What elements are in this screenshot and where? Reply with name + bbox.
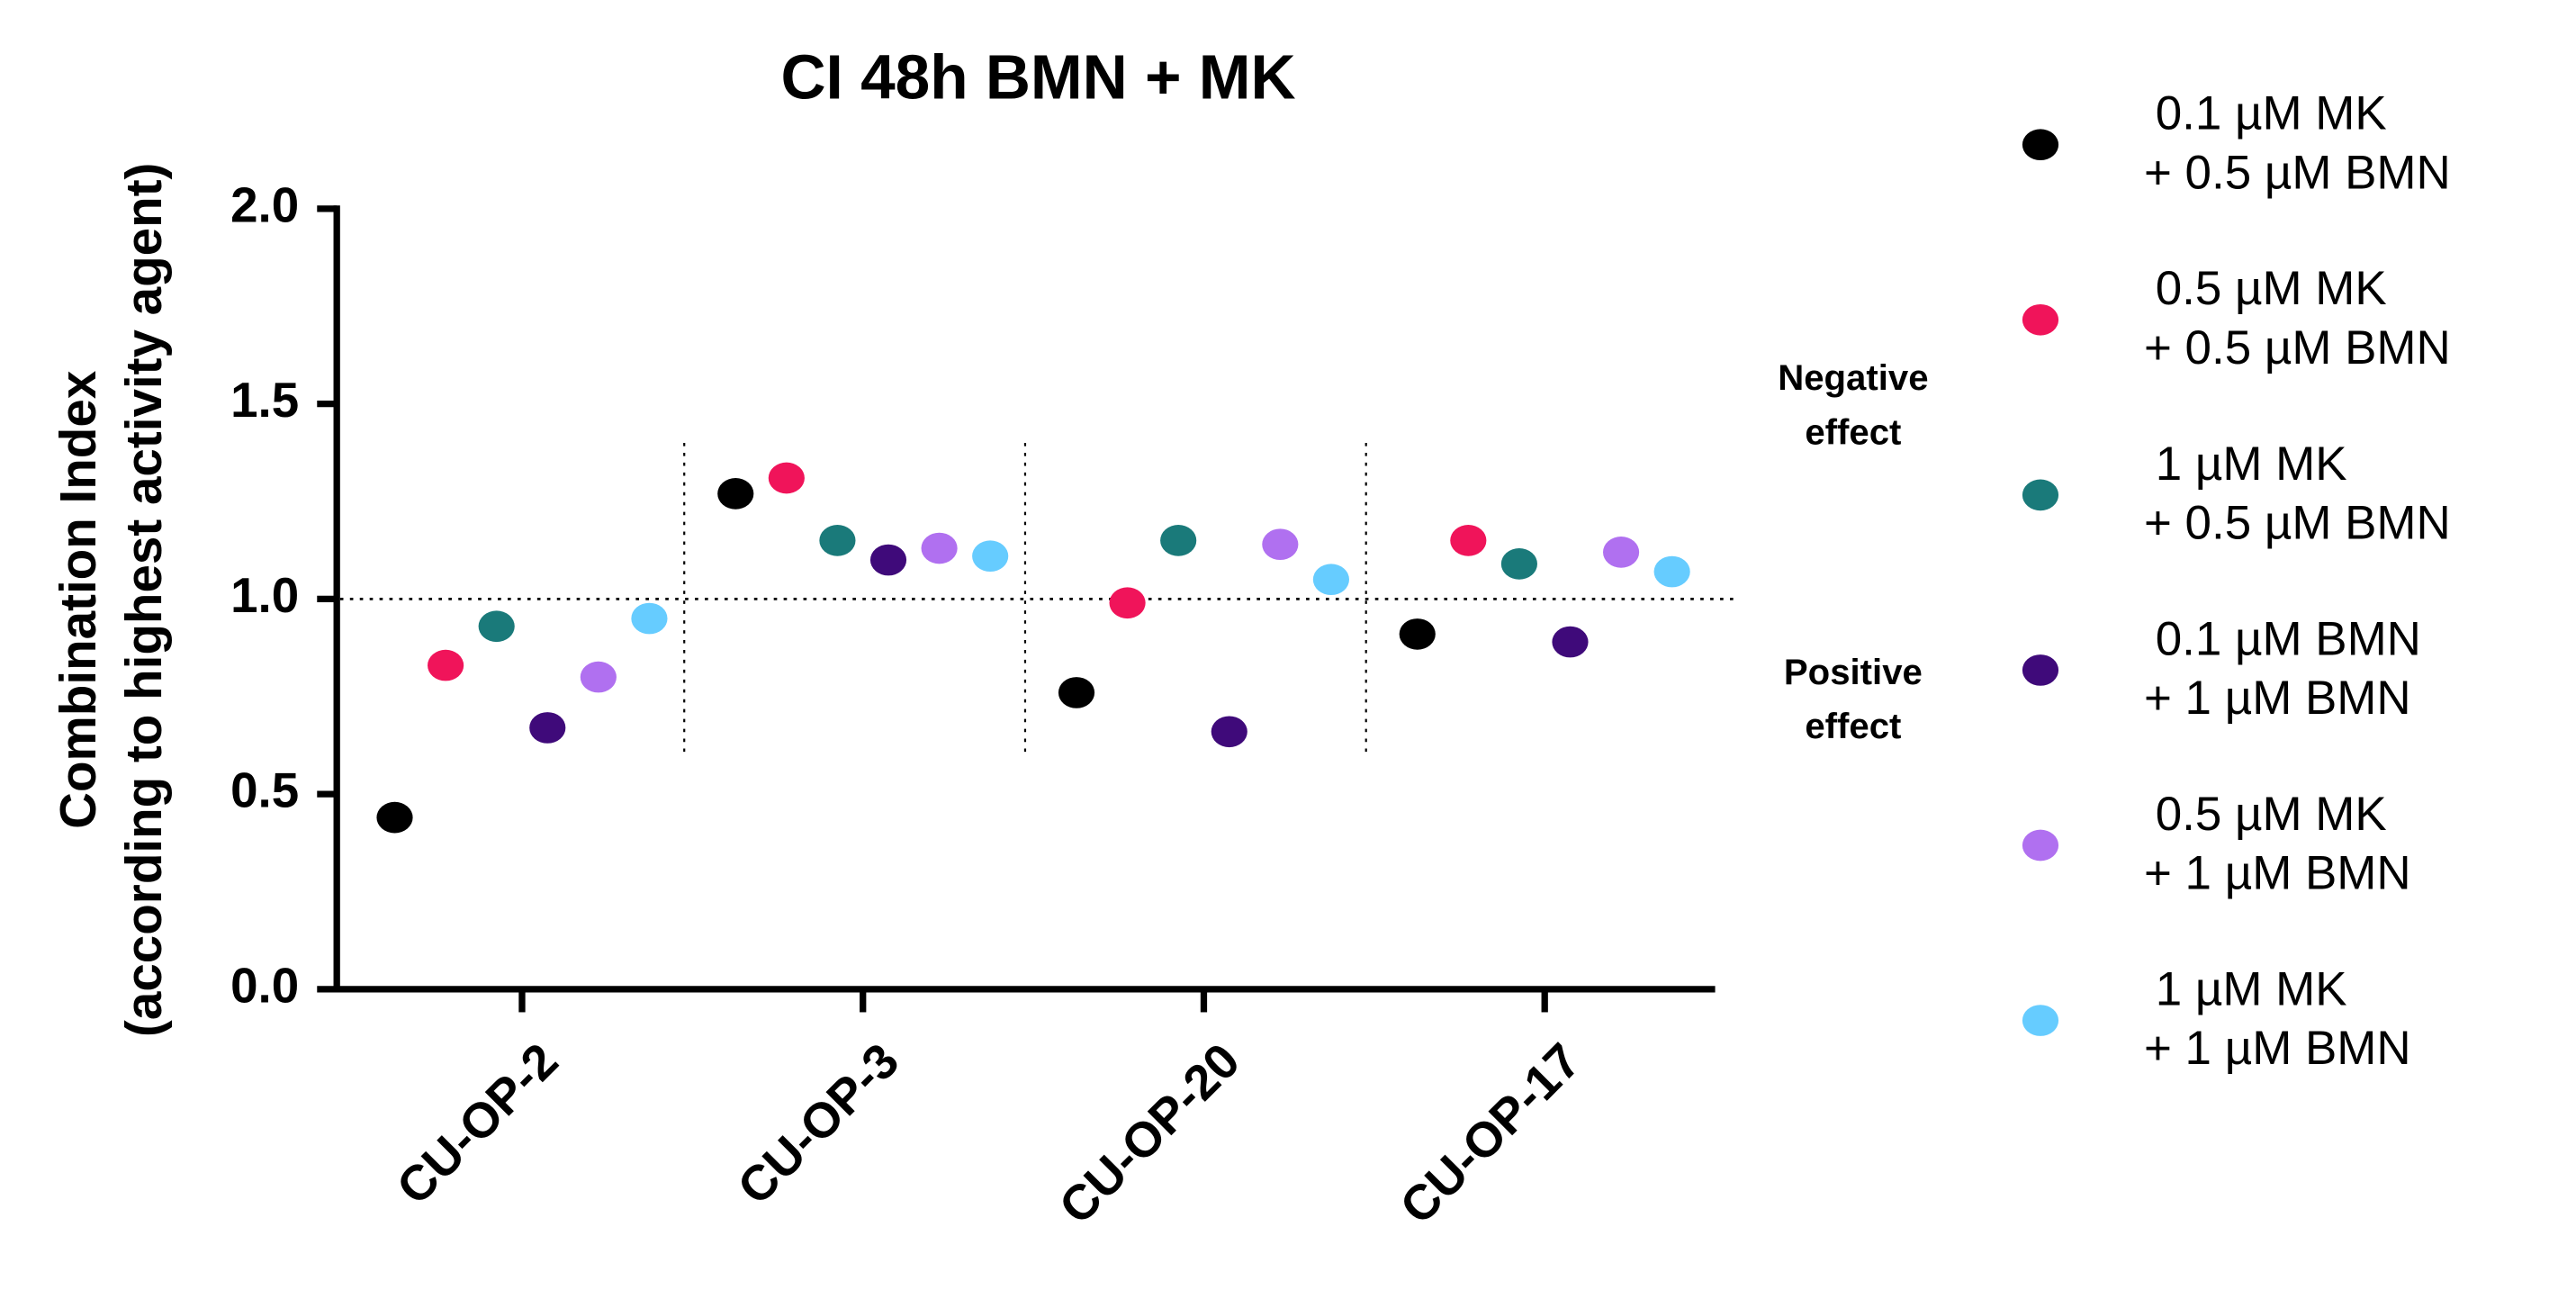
legend-label-line: 0.1 µM BMN [2156,612,2421,665]
legend-label: 0.5 µM MK + 0.5 µM BMN [2144,262,2451,374]
chart-title: CI 48h BMN + MK [780,42,1295,113]
x-tick-label: CU-OP-2 [386,1033,569,1215]
dot [972,540,1009,573]
legend-label-line: 1 µM MK [2156,963,2347,1016]
dot [1653,555,1690,588]
legend-label: 0.1 µM BMN + 1 µM BMN [2144,612,2421,725]
dot [717,478,754,510]
dot [478,610,515,643]
annotation: effect [1805,411,1901,452]
legend-label-line: 0.1 µM MK [2156,87,2387,140]
legend-label: 0.1 µM MK + 0.5 µM BMN [2144,87,2451,200]
y-tick-label: 1.5 [230,372,299,428]
x-tick-label: CU-OP-3 [726,1033,909,1215]
dot [1399,618,1436,650]
dot [869,544,907,576]
legend-label-line: + 0.5 µM BMN [2144,497,2451,550]
y-axis-label: Combination Index [50,370,106,829]
legend-marker [2022,303,2059,336]
y-tick-label: 1.0 [230,567,299,623]
dot [1552,626,1589,658]
y-axis-label: (according to highest activity agent) [115,163,172,1037]
x-tick-label: CU-OP-20 [1048,1033,1250,1235]
dot [1500,548,1537,580]
legend-label-line: 0.5 µM MK [2156,262,2387,315]
legend-label-line: + 0.5 µM BMN [2144,146,2451,199]
dot [428,649,464,681]
dot [819,525,856,556]
legend-label-line: + 0.5 µM BMN [2144,321,2451,374]
legend-label-line: 0.5 µM MK [2156,788,2387,841]
annotation: Positive [1784,652,1923,692]
dot [1312,564,1349,596]
legend-marker [2022,479,2059,511]
dot [768,462,805,494]
legend-label: 1 µM MK + 1 µM BMN [2144,963,2411,1076]
dot [631,602,668,635]
dot [1262,528,1299,561]
dot [376,801,413,834]
dot [1109,587,1146,619]
legend-label-line: + 1 µM BMN [2144,1022,2411,1075]
legend-marker [2022,654,2059,686]
annotation: effect [1805,706,1901,746]
legend-label-line: + 1 µM BMN [2144,847,2411,900]
dot [1450,525,1487,556]
legend-marker [2022,129,2059,161]
legend-label: 1 µM MK + 0.5 µM BMN [2144,438,2451,550]
dot [1211,716,1247,748]
x-tick-label: CU-OP-17 [1389,1033,1591,1235]
annotation: Negative [1778,357,1928,398]
y-tick-label: 0.5 [230,762,299,818]
legend-label-line: 1 µM MK [2156,438,2347,491]
dot [921,532,958,564]
y-tick-label: 2.0 [230,176,299,232]
y-tick-label: 0.0 [230,957,299,1013]
legend-label: 0.5 µM MK + 1 µM BMN [2144,788,2411,900]
legend-label-line: + 1 µM BMN [2144,672,2411,725]
dot [580,661,617,693]
dot [529,712,566,744]
dot [1602,537,1640,568]
dot [1160,525,1197,556]
dot [1058,677,1095,708]
legend-marker [2022,829,2059,862]
legend-marker [2022,1005,2059,1036]
